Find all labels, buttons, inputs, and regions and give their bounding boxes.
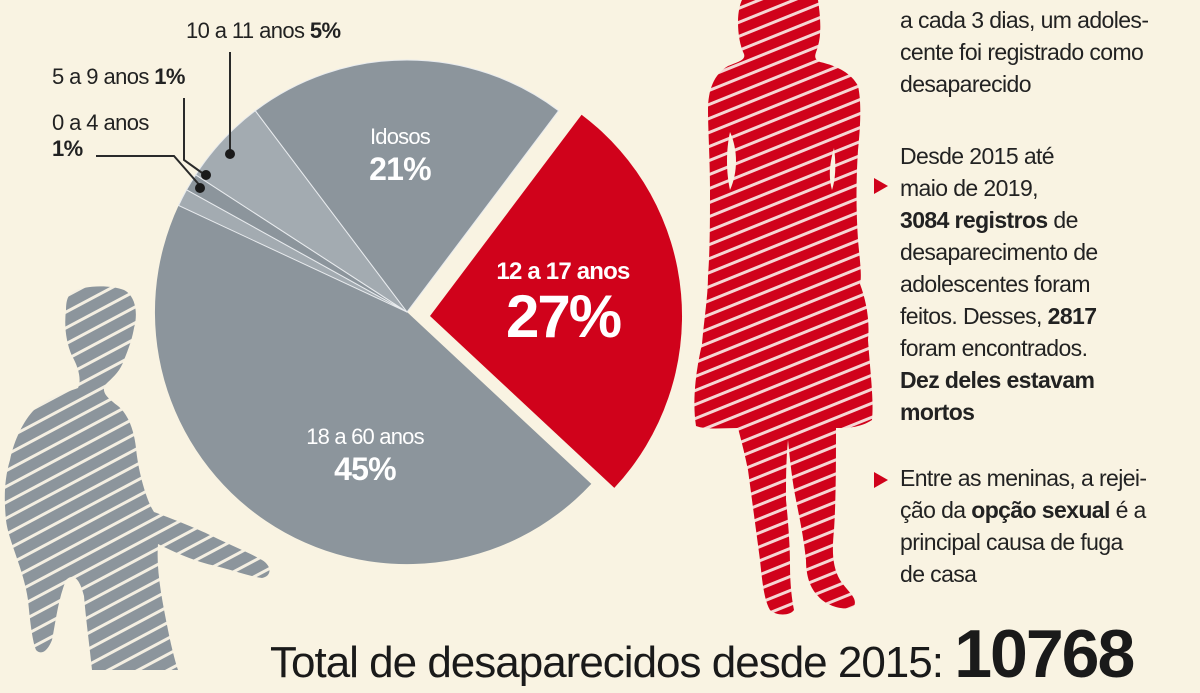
highlight-found: 2817: [1047, 303, 1097, 329]
bullet-arrow-icon: [874, 472, 888, 488]
slice-pct: 21%: [369, 151, 431, 187]
text-line: desaparecido: [900, 71, 1032, 97]
text-fragment: de: [1047, 207, 1078, 233]
text-line: a cada 3 dias, um adoles-: [900, 7, 1149, 33]
text-line: Desde 2015 até: [900, 143, 1055, 169]
slice-pct: 45%: [334, 451, 396, 487]
text-line: Dez deles estavam: [900, 364, 1190, 396]
text-line: feitos. Desses, 2817: [900, 300, 1190, 332]
slice-pct: 27%: [505, 283, 622, 350]
slice-18-60[interactable]: [154, 205, 592, 565]
slice-name: 18 a 60 anos: [306, 424, 424, 449]
highlight-dead: Dez deles estavam: [900, 367, 1095, 393]
text-line: de casa: [900, 561, 977, 587]
slice-12-17[interactable]: [430, 114, 683, 488]
slice-name: Idosos: [369, 124, 431, 149]
highlight-cause: opção sexual: [971, 497, 1110, 523]
callout-label: 0 a 4 anos: [52, 110, 149, 135]
text-fragment: feitos. Desses,: [900, 303, 1048, 329]
meninas-text: Entre as meninas, a rejei- ção da opção …: [900, 462, 1190, 590]
intro-text: a cada 3 dias, um adoles- cente foi regi…: [900, 4, 1190, 100]
text-fragment: é a: [1109, 497, 1147, 523]
callout-dots: [195, 149, 235, 193]
text-line: cente foi registrado como: [900, 39, 1144, 65]
callout-value: 1%: [154, 64, 185, 89]
pie-chart: [154, 59, 683, 565]
text-line: mortos: [900, 396, 1190, 428]
label-18-60: 18 a 60 anos 45%: [280, 424, 450, 488]
callout-10-11: 10 a 11 anos 5%: [186, 18, 341, 44]
label-idosos: Idosos 21%: [330, 124, 470, 188]
text-line: 3084 registros de: [900, 204, 1190, 236]
callout-value: 5%: [309, 18, 341, 43]
text-line: principal causa de fuga: [900, 529, 1123, 555]
text-line: ção da opção sexual é a: [900, 494, 1190, 526]
callout-value: 1%: [52, 136, 83, 161]
callout-label: 5 a 9 anos: [52, 64, 149, 89]
text-line: desaparecimento de: [900, 239, 1098, 265]
text-fragment: ção da: [900, 497, 972, 523]
slice-name: 12 a 17 anos: [496, 258, 630, 285]
text-line: maio de 2019,: [900, 175, 1039, 201]
total-value: 10768: [954, 616, 1135, 692]
text-line: foram encontrados.: [900, 335, 1088, 361]
callout-5-9: 5 a 9 anos 1%: [52, 64, 185, 90]
callout-leaders: [96, 52, 231, 189]
total-label: Total de desaparecidos desde 2015:: [270, 638, 944, 687]
callout-label: 10 a 11 anos: [186, 18, 305, 43]
highlight-count: 3084 registros: [900, 207, 1048, 233]
text-line: adolescentes foram: [900, 271, 1091, 297]
label-12-17: 12 a 17 anos 27%: [478, 258, 648, 348]
highlight-dead: mortos: [900, 399, 975, 425]
bullet-arrow-icon: [874, 178, 888, 194]
total-footer: Total de desaparecidos desde 2015: 10768: [270, 620, 1135, 693]
slice-idosos[interactable]: [254, 59, 560, 313]
female-silhouette-icon: [694, 0, 873, 615]
male-silhouette-icon: [4, 286, 270, 670]
chart-graphics: [4, 0, 873, 670]
registros-text: Desde 2015 até maio de 2019, 3084 regist…: [900, 140, 1190, 428]
text-line: Entre as meninas, a rejei-: [900, 465, 1147, 491]
callout-0-4: 0 a 4 anos 1%: [52, 110, 149, 162]
